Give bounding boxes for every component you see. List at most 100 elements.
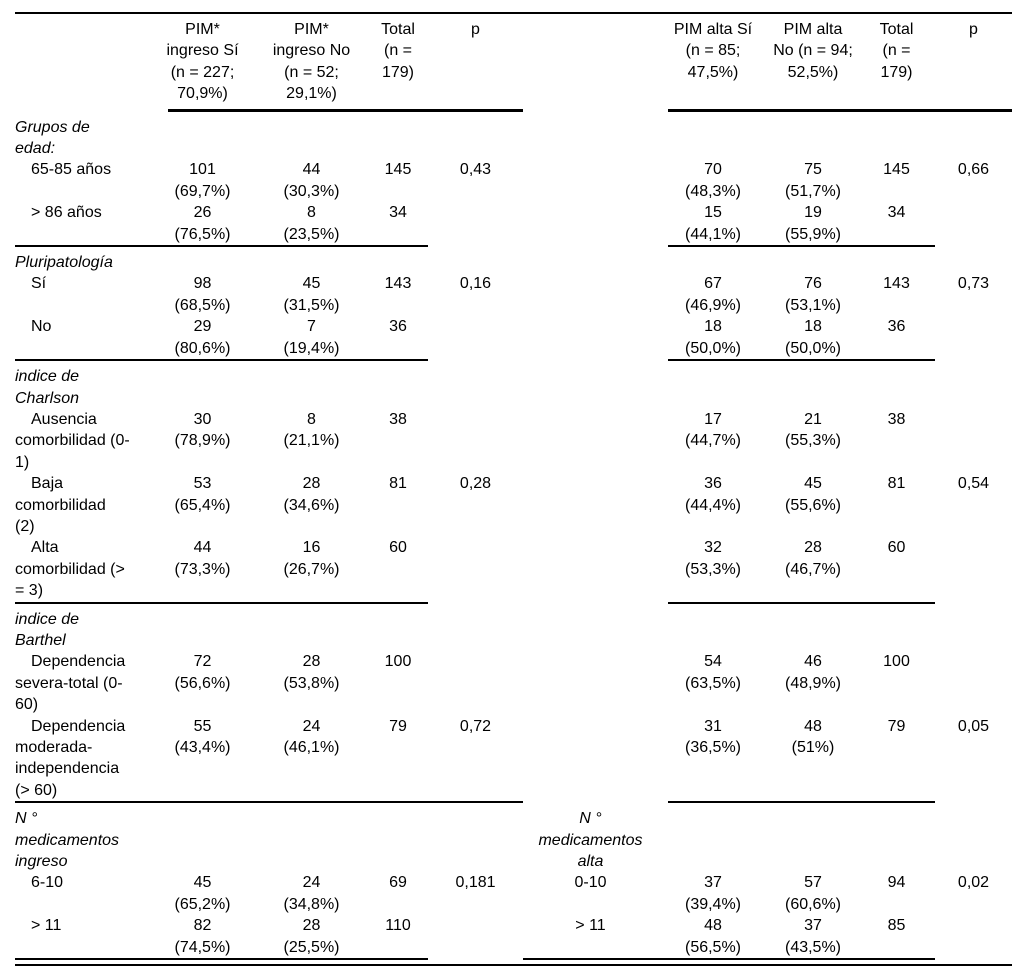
cell-ingreso-no: 24 (34,8%) (283, 874, 340, 913)
cell-total-right: 143 (883, 275, 910, 293)
cell-alta-si: 37 (39,4%) (684, 874, 742, 913)
cell-total-left: 81 (389, 475, 407, 493)
cell-p-right: 0,66 (957, 161, 990, 179)
row-mid-label (523, 159, 658, 160)
section-label: N ° medicamentos ingreso (15, 810, 120, 871)
section-header-row: N ° medicamentos ingreso N ° medicamentos… (15, 808, 1012, 872)
cell-alta-no: 75 (51,7%) (784, 161, 842, 200)
row-mid-label: 0-10 (574, 874, 607, 892)
rule-segment (668, 108, 1012, 112)
col-header-pim-ingreso-si: PIM* ingreso Sí (n = 227; 70,9%) (166, 21, 239, 103)
section-divider (15, 245, 1012, 248)
cell-total-left: 69 (389, 874, 407, 892)
cell-ingreso-si: 55 (43,4%) (174, 717, 231, 756)
table-row: Alta comorbilidad (> = 3) 44 (73,3%) 16 (2… (15, 537, 1012, 601)
row-label: > 11 (31, 917, 62, 935)
row-mid-label: > 11 (575, 917, 606, 935)
cell-alta-si: 15 (44,1%) (684, 204, 742, 243)
cell-total-left: 143 (384, 275, 412, 293)
section-mid-label (523, 117, 658, 118)
table-bottom-rule (15, 958, 1012, 961)
cell-total-left: 38 (389, 410, 407, 428)
row-label: Baja comorbilidad (2) (15, 475, 106, 535)
cell-alta-si: 36 (44,4%) (684, 475, 742, 514)
table-row: Dependencia severa-total (0- 60) 72 (56,6… (15, 651, 1012, 715)
row-mid-label (523, 473, 658, 474)
rule-segment (15, 12, 1012, 14)
cell-total-right: 34 (887, 204, 906, 222)
rule-segment (15, 801, 523, 804)
section-header-row: Pluripatología (15, 252, 1012, 273)
header-empty-mid-cell (523, 19, 658, 20)
row-mid-label (523, 716, 658, 717)
cell-alta-si: 17 (44,7%) (684, 410, 742, 450)
row-label: Sí (31, 275, 47, 293)
section-mid-label: N ° medicamentos alta (538, 810, 643, 871)
cell-p-left: 0,28 (459, 475, 492, 493)
section-divider (15, 359, 1012, 362)
cell-alta-si: 54 (63,5%) (684, 653, 742, 692)
cell-alta-si: 18 (50,0%) (684, 318, 742, 357)
section-header-row: indice de Barthel (15, 609, 1012, 652)
cell-total-left: 145 (384, 161, 412, 179)
cell-ingreso-no: 28 (53,8%) (283, 653, 340, 692)
section-label: Grupos de edad: (15, 118, 90, 158)
cell-p-right (935, 651, 1012, 652)
cell-alta-no: 28 (46,7%) (784, 539, 842, 578)
cell-ingreso-si: 29 (80,6%) (174, 318, 231, 357)
row-label: Dependencia severa-total (0- 60) (15, 653, 126, 714)
cell-p-right: 0,05 (957, 717, 990, 735)
cell-total-right: 94 (887, 874, 906, 892)
table-top-rule (15, 12, 1012, 14)
cell-alta-si: 31 (36,5%) (684, 717, 742, 756)
table-row: > 86 años 26 (76,5%) 8 (23,5%) 34 15 (44,1%)… (15, 202, 1012, 245)
cell-p-right (935, 202, 1012, 203)
section-divider (15, 601, 1012, 604)
table-section: indice de Barthel Dependencia severa-tota… (15, 604, 1012, 802)
cell-total-right: 145 (883, 161, 910, 179)
cell-total-left: 34 (389, 204, 407, 222)
section-header-row: indice de Charlson (15, 366, 1012, 409)
cell-total-right: 36 (887, 318, 906, 336)
cell-total-right: 79 (887, 717, 906, 735)
cell-total-right: 85 (887, 917, 906, 935)
rule-segment (668, 601, 935, 604)
cell-ingreso-no: 28 (25,5%) (283, 917, 340, 956)
cell-total-left: 100 (384, 653, 412, 671)
cell-total-right: 81 (887, 475, 906, 493)
row-label: 6-10 (31, 874, 64, 892)
cell-ingreso-si: 101 (69,7%) (174, 161, 231, 200)
rule-segment (15, 958, 428, 961)
table-row: 65-85 años 101 (69,7%) 44 (30,3%) 145 0,43 70… (15, 159, 1012, 202)
table-row: Baja comorbilidad (2) 53 (65,4%) 28 (34,6%… (15, 473, 1012, 537)
table-row: Sí 98 (68,5%) 45 (31,5%) 143 0,16 67 (46,9%) 7… (15, 273, 1012, 316)
table-row: 6-10 45 (65,2%) 24 (34,8%) 69 0,181 0-10 37 (3… (15, 872, 1012, 915)
row-label: Dependencia moderada- independencia (> 6… (15, 717, 126, 799)
rule-segment (168, 108, 523, 112)
cell-p-right (935, 316, 1012, 317)
row-mid-label (523, 537, 658, 538)
row-mid-label (523, 651, 658, 652)
cell-ingreso-si: 72 (56,6%) (174, 653, 231, 692)
cell-alta-si: 67 (46,9%) (684, 275, 742, 314)
rule-segment (15, 245, 428, 248)
cell-ingreso-si: 26 (76,5%) (174, 204, 231, 243)
cell-ingreso-no: 8 (23,5%) (283, 204, 340, 243)
col-header-p-left: p (471, 21, 480, 38)
table-header-row: PIM* ingreso Sí (n = 227; 70,9%) PIM* in… (15, 14, 1012, 109)
rule-segment (15, 359, 428, 362)
section-label: indice de Barthel (15, 610, 80, 649)
cell-ingreso-no: 44 (30,3%) (283, 161, 340, 200)
rule-segment (668, 359, 935, 362)
cell-p-left: 0,16 (459, 275, 492, 293)
col-header-pim-alta-si: PIM alta Sí (n = 85; 47,5%) (673, 21, 753, 81)
cell-ingreso-si: 30 (78,9%) (174, 410, 231, 450)
section-label: indice de Charlson (15, 368, 80, 407)
cell-p-left (428, 409, 523, 410)
cell-alta-si: 70 (48,3%) (684, 161, 742, 200)
row-mid-label (523, 316, 658, 317)
cell-p-left (428, 915, 523, 916)
cell-ingreso-no: 28 (34,6%) (283, 475, 340, 514)
row-label: Alta comorbilidad (> = 3) (15, 539, 125, 600)
